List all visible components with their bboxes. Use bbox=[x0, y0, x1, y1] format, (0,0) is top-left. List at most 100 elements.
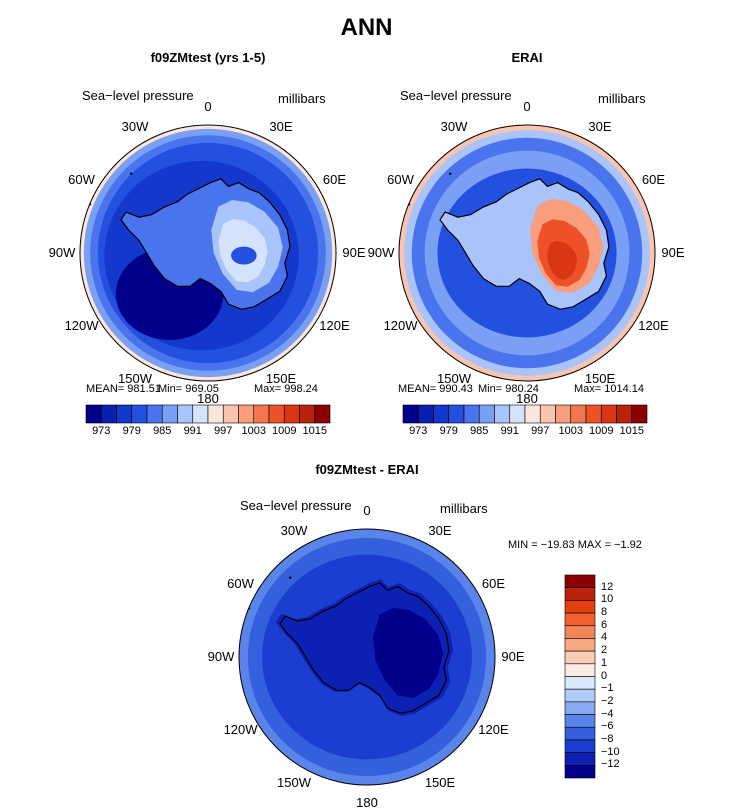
obs-lon-label: 90E bbox=[661, 245, 685, 260]
obs-colorbar-cell bbox=[555, 404, 572, 424]
obs-colorbar-cell bbox=[417, 404, 434, 424]
obs-lon-label: 30W bbox=[440, 118, 468, 134]
model-lon-label: 0 bbox=[204, 99, 212, 114]
model-lon-label: 30E bbox=[269, 118, 293, 134]
obs-colorbar-cell bbox=[539, 404, 556, 424]
model-colorbar-cell bbox=[268, 404, 285, 424]
model-mean-label: MEAN= 981.51 bbox=[86, 383, 161, 395]
diff-colorbar-tick: −1 bbox=[601, 682, 614, 695]
obs-colorbar-tick: 985 bbox=[470, 425, 489, 437]
diff-plateau-field bbox=[373, 607, 443, 698]
diff-colorbar-cell bbox=[564, 714, 596, 728]
diff-colorbar-tick: −2 bbox=[601, 694, 614, 707]
obs-lon-label: 30E bbox=[588, 118, 612, 134]
model-colorbar-cell bbox=[85, 404, 102, 424]
diff-colorbar-cell bbox=[564, 739, 596, 753]
model-lon-label: 30W bbox=[121, 118, 149, 134]
obs-lon-label: 0 bbox=[523, 99, 531, 114]
diff-colorbar-tick: 6 bbox=[601, 618, 608, 631]
obs-mean-label: MEAN= 990.43 bbox=[398, 383, 473, 395]
diff-colorbar-cell bbox=[564, 650, 596, 665]
diff-lon-label: 60W bbox=[227, 576, 254, 591]
diff-island-mark bbox=[289, 576, 292, 579]
obs-panel-title: ERAI bbox=[511, 50, 543, 65]
diff-colorbar-cell bbox=[564, 688, 596, 703]
diff-colorbar-cell bbox=[564, 574, 596, 588]
obs-colorbar bbox=[402, 404, 648, 424]
diff-colorbar-tick: 2 bbox=[601, 644, 608, 657]
diff-lon-label: 60E bbox=[481, 576, 505, 591]
model-colorbar-tick: 1015 bbox=[302, 425, 327, 437]
obs-colorbar-cell bbox=[600, 404, 617, 424]
obs-coastline bbox=[439, 178, 610, 310]
model-colorbar-cell bbox=[314, 404, 331, 424]
diff-colorbar-cell bbox=[564, 612, 596, 627]
diff-panel-title: f09ZMtest - ERAI bbox=[315, 462, 419, 477]
obs-lon-label: 60W bbox=[387, 172, 414, 187]
diff-lon-label: 120E bbox=[478, 722, 509, 737]
obs-colorbar-tick: 1015 bbox=[619, 425, 644, 437]
diff-colorbar-tick: 8 bbox=[601, 606, 608, 619]
model-colorbar-tick: 997 bbox=[214, 425, 233, 437]
obs-colorbar-cell bbox=[616, 404, 633, 424]
diff-colorbar-cell bbox=[564, 676, 596, 690]
model-lon-label: 60E bbox=[322, 172, 346, 187]
diff-colorbar-tick: 0 bbox=[601, 669, 608, 682]
diff-map-outline bbox=[238, 528, 496, 786]
model-colorbar-cell bbox=[192, 404, 209, 424]
model-island-mark bbox=[130, 172, 133, 175]
model-min-label: Min= 969.05 bbox=[158, 383, 219, 395]
diff-colorbar-cell bbox=[564, 765, 596, 779]
diff-colorbar-tick: 12 bbox=[601, 580, 614, 593]
diff-colorbar-cell bbox=[564, 625, 596, 639]
model-colorbar-cell bbox=[222, 404, 239, 424]
model-lon-label: 60W bbox=[68, 172, 95, 187]
obs-colorbar-tick: 1003 bbox=[558, 425, 583, 437]
model-colorbar-cell bbox=[161, 404, 178, 424]
model-colorbar-cell bbox=[207, 404, 224, 424]
diff-colorbar bbox=[564, 574, 596, 779]
model-colorbar-cell bbox=[116, 404, 133, 424]
obs-colorbar-cell bbox=[478, 404, 495, 424]
obs-colorbar-tick: 997 bbox=[531, 425, 550, 437]
model-variable-label: Sea−level pressure bbox=[82, 88, 194, 103]
model-lon-label: 150W bbox=[118, 371, 152, 387]
obs-colorbar-cell bbox=[585, 404, 602, 424]
diff-minmax-label: MIN = −19.83 MAX = −1.92 bbox=[508, 539, 642, 551]
diff-lon-label: 0 bbox=[363, 503, 371, 518]
diff-units-label: millibars bbox=[440, 501, 488, 516]
obs-min-label: Min= 980.24 bbox=[478, 383, 539, 395]
obs-lon-label: 120E bbox=[638, 318, 669, 333]
diff-coastline bbox=[279, 582, 450, 714]
diff-colorbar-tick: 4 bbox=[601, 631, 608, 644]
model-colorbar-cell bbox=[253, 404, 270, 424]
obs-map-outline bbox=[398, 124, 656, 382]
diff-lon-label: 120W bbox=[223, 722, 258, 737]
obs-polar-map bbox=[398, 124, 656, 382]
model-lon-label: 120W bbox=[64, 318, 99, 333]
diff-lon-label: 180 bbox=[356, 795, 378, 810]
diff-colorbar-cell bbox=[564, 600, 596, 614]
model-polar-map bbox=[79, 124, 337, 382]
model-colorbar-cell bbox=[177, 404, 194, 424]
model-colorbar-cell bbox=[146, 404, 163, 424]
model-map-outline bbox=[79, 124, 337, 382]
diff-colorbar-tick: −12 bbox=[601, 758, 620, 771]
diff-colorbar-tick: −10 bbox=[601, 745, 620, 758]
diff-colorbar-tick: 1 bbox=[601, 656, 608, 669]
model-colorbar-tick: 973 bbox=[92, 425, 111, 437]
obs-colorbar-tick: 973 bbox=[409, 425, 428, 437]
obs-colorbar-cell bbox=[570, 404, 587, 424]
obs-colorbar-cell bbox=[509, 404, 526, 424]
model-panel-title: f09ZMtest (yrs 1-5) bbox=[150, 50, 266, 65]
model-colorbar-tick: 991 bbox=[183, 425, 202, 437]
model-colorbar-cell bbox=[299, 404, 316, 424]
model-lon-label: 150E bbox=[265, 371, 297, 387]
diff-lon-label: 90E bbox=[501, 649, 525, 664]
obs-lon-label: 90W bbox=[367, 245, 395, 260]
diff-colorbar-tick: 10 bbox=[601, 593, 614, 606]
obs-lon-label: 150W bbox=[437, 371, 471, 387]
obs-colorbar-tick: 979 bbox=[439, 425, 458, 437]
obs-variable-label: Sea−level pressure bbox=[400, 88, 512, 103]
obs-colorbar-tick: 991 bbox=[500, 425, 519, 437]
